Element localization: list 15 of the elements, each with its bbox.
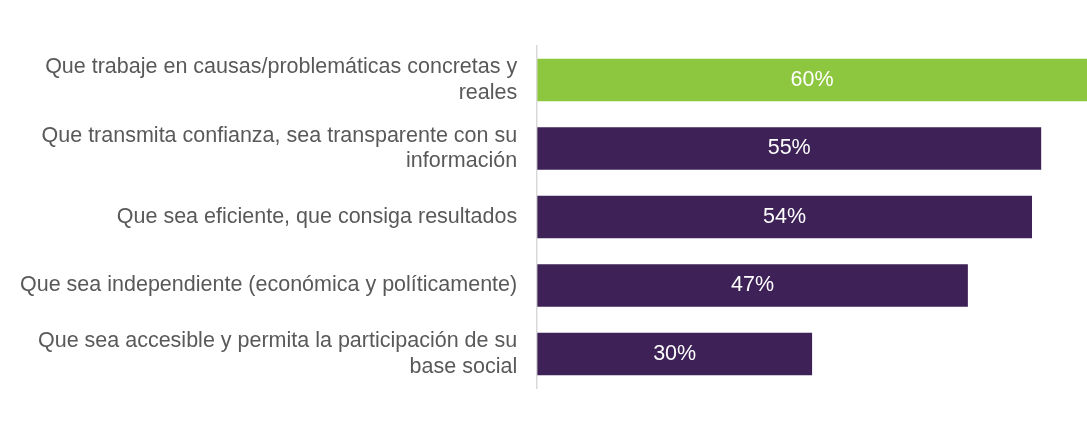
data-label: 47% xyxy=(731,272,775,297)
data-label: 55% xyxy=(767,135,811,160)
y-tick-label: Que trabaje en causas/problemáticas concretas y reales xyxy=(45,54,518,104)
y-tick-label: Que sea eficiente, que consiga resultados xyxy=(116,203,518,228)
y-tick-label: Que transmita confianza, sea transparente con su información xyxy=(41,122,518,173)
y-tick-label: Que sea independiente (económica y políticamente) xyxy=(20,272,518,297)
bar xyxy=(537,332,813,376)
data-label: 30% xyxy=(653,340,697,365)
bar xyxy=(537,58,1087,102)
data-label: 60% xyxy=(790,66,834,91)
data-label: 54% xyxy=(763,203,807,228)
bar xyxy=(537,195,1033,239)
bar xyxy=(537,127,1042,170)
y-tick-label: Que sea accesible y permita la participación de su base social xyxy=(37,327,518,378)
bar xyxy=(537,264,968,307)
